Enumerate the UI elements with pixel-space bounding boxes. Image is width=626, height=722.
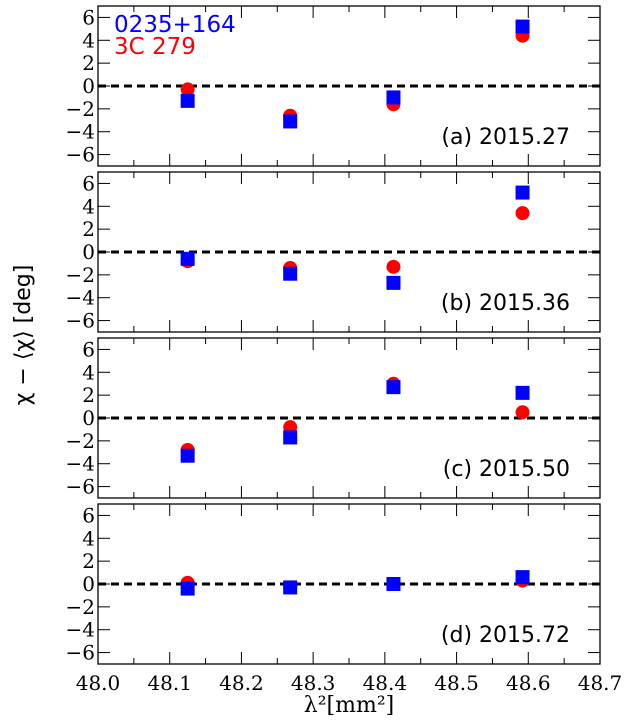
y-tick-label: 0 [82,406,95,430]
point-3c-279 [515,405,530,420]
y-tick-label: 0 [82,74,95,98]
x-tick-label: 48.2 [219,671,264,695]
y-tick-label: 6 [82,503,95,527]
y-tick-label: 4 [82,526,95,550]
legend-entry: 3C 279 [114,34,196,60]
point-0235-164 [515,19,530,34]
point-0235-164 [180,93,195,108]
y-tick-label: −2 [66,263,95,287]
y-tick-label: 0 [82,572,95,596]
y-tick-label: 6 [82,337,95,361]
y-axis-title: χ − ⟨χ⟩ [deg] [11,265,36,406]
x-tick-label: 48.4 [363,671,408,695]
point-3c-279 [386,259,401,274]
y-tick-label: −6 [66,641,95,665]
x-tick-label: 48.5 [434,671,479,695]
panel-label: (a) 2015.27 [441,125,570,150]
y-tick-label: 4 [82,28,95,52]
y-tick-label: −6 [66,475,95,499]
y-tick-label: 2 [82,549,95,573]
y-tick-label: 2 [82,217,95,241]
point-0235-164 [180,581,195,596]
panel-label: (b) 2015.36 [441,291,570,316]
legend-entry: 0235+164 [114,12,236,38]
y-tick-label: 4 [82,360,95,384]
point-0235-164 [515,185,530,200]
x-tick-label: 48.7 [578,671,623,695]
y-tick-label: −4 [66,120,95,144]
panel-label: (c) 2015.50 [443,457,570,482]
point-0235-164 [515,385,530,400]
y-tick-label: −6 [66,143,95,167]
y-tick-label: −2 [66,595,95,619]
x-tick-label: 48.3 [291,671,336,695]
point-0235-164 [386,577,401,591]
point-0235-164 [180,448,195,463]
point-0235-164 [386,90,401,105]
point-0235-164 [180,251,195,266]
y-tick-label: 6 [82,171,95,195]
point-0235-164 [283,114,298,129]
y-tick-label: −6 [66,309,95,333]
y-tick-label: −4 [66,286,95,310]
y-tick-label: −4 [66,618,95,642]
x-axis-title: λ²[mm²] [304,693,394,718]
point-0235-164 [283,430,298,445]
x-tick-label: 48.6 [506,671,551,695]
point-3c-279 [180,82,195,97]
x-tick-label: 48.1 [147,671,192,695]
y-tick-label: 2 [82,383,95,407]
point-0235-164 [386,275,401,290]
point-0235-164 [283,580,298,595]
point-0235-164 [515,570,530,585]
point-0235-164 [386,380,401,395]
y-tick-label: 6 [82,5,95,29]
y-tick-label: 0 [82,240,95,264]
y-tick-label: −2 [66,97,95,121]
y-tick-label: −2 [66,429,95,453]
y-tick-label: −4 [66,452,95,476]
x-tick-label: 48.0 [76,671,121,695]
point-0235-164 [283,266,298,281]
y-tick-label: 2 [82,51,95,75]
panel-label: (d) 2015.72 [441,623,570,648]
point-3c-279 [515,206,530,221]
y-tick-label: 4 [82,194,95,218]
